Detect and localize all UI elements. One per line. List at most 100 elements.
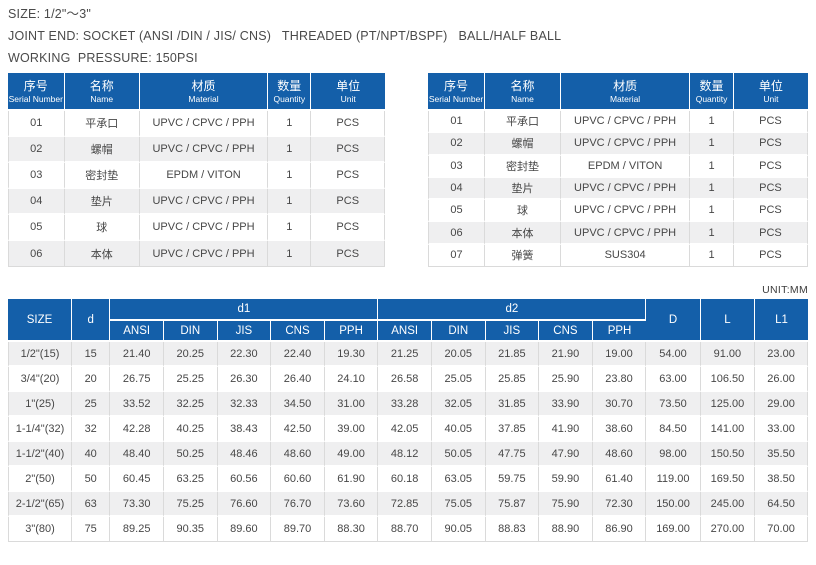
table-row: 04 垫片 UPVC / CPVC / PPH 1 PCS	[428, 177, 808, 201]
table-cell: PCS	[733, 200, 808, 223]
table-cell: 球	[485, 200, 561, 223]
table-cell: 32.05	[431, 392, 486, 417]
col-header-D: D	[646, 299, 701, 342]
table-row: 07 弹簧 SUS304 1 PCS	[428, 244, 808, 267]
table-cell: 59.90	[539, 467, 593, 492]
table-cell: 61.40	[592, 467, 647, 492]
table-row: 05 球 UPVC / CPVC / PPH 1 PCS	[428, 200, 808, 223]
table-cell: 垫片	[485, 177, 561, 201]
table-cell: 76.70	[271, 492, 325, 517]
table-row: 03 密封垫 EPDM / VITON 1 PCS	[8, 163, 385, 189]
col-header-unit: 单位 Unit	[311, 73, 385, 111]
col-header-d2-din: DIN	[431, 321, 486, 342]
table-cell: 25.25	[163, 367, 218, 392]
table-cell: PCS	[311, 215, 385, 241]
table-cell: 169.50	[700, 467, 756, 492]
table-cell: 88.90	[539, 517, 593, 542]
table-cell: 05	[428, 200, 485, 223]
table-cell: EPDM / VITON	[561, 155, 691, 178]
table-cell: 1	[268, 163, 312, 189]
spec-lines: SIZE: 1/2"～3" JOINT END: SOCKET (ANSI /D…	[8, 2, 808, 69]
table-row: 01 平承口 UPVC / CPVC / PPH 1 PCS	[8, 111, 385, 137]
table-cell: 34.50	[271, 392, 325, 417]
table-cell: 1	[690, 155, 734, 178]
table-cell: UPVC / CPVC / PPH	[561, 111, 691, 134]
table-cell: 19.00	[592, 342, 647, 367]
table-cell: 25.90	[539, 367, 593, 392]
table-cell: 63.00	[646, 367, 701, 392]
col-group-d2: d2	[378, 299, 647, 321]
table-cell: 3/4"(20)	[8, 367, 72, 392]
parts-table-right-header: 序号 Serial Number 名称 Name 材质 Material 数量 …	[428, 73, 808, 111]
col-header-L: L	[700, 299, 756, 342]
col-header-name: 名称 Name	[485, 73, 561, 111]
table-cell: 1/2"(15)	[8, 342, 72, 367]
table-cell: 41.90	[539, 417, 593, 442]
table-cell: 25.05	[431, 367, 486, 392]
table-cell: PCS	[311, 163, 385, 189]
table-row: 02 螺帽 UPVC / CPVC / PPH 1 PCS	[8, 137, 385, 163]
table-cell: PCS	[733, 244, 808, 267]
table-row: 04 垫片 UPVC / CPVC / PPH 1 PCS	[8, 189, 385, 215]
unit-note: UNIT:MM	[762, 284, 808, 296]
col-header-d1-ansi: ANSI	[110, 321, 164, 342]
table-cell: 本体	[485, 222, 561, 245]
table-cell: UPVC / CPVC / PPH	[139, 137, 269, 163]
table-cell: 31.00	[324, 392, 379, 417]
table-cell: 31.85	[485, 392, 540, 417]
table-row: 06 本体 UPVC / CPVC / PPH 1 PCS	[8, 241, 385, 267]
table-cell: 06	[8, 241, 65, 267]
table-cell: 20.25	[163, 342, 218, 367]
col-header-unit: 单位 Unit	[733, 73, 808, 111]
size-line: SIZE: 1/2"～3"	[8, 7, 92, 21]
table-cell: 73.30	[110, 492, 164, 517]
table-cell: 141.00	[700, 417, 756, 442]
table-cell: 40.05	[431, 417, 486, 442]
col-header-material: 材质 Material	[139, 73, 269, 111]
table-cell: 75.25	[163, 492, 218, 517]
joint-end-line: JOINT END: SOCKET (ANSI /DIN / JIS/ CNS)…	[8, 29, 562, 43]
table-cell: 60.56	[217, 467, 272, 492]
table-cell: 48.60	[592, 442, 647, 467]
table-cell: 64.50	[755, 492, 808, 517]
table-row: 05 球 UPVC / CPVC / PPH 1 PCS	[8, 215, 385, 241]
table-cell: 3"(80)	[8, 517, 72, 542]
table-cell: 平承口	[64, 111, 140, 137]
table-cell: 75.90	[539, 492, 593, 517]
table-cell: 1	[690, 244, 734, 267]
col-header-d1-din: DIN	[163, 321, 218, 342]
table-cell: 26.58	[378, 367, 432, 392]
table-cell: 1	[268, 241, 312, 267]
table-cell: 72.85	[378, 492, 432, 517]
table-cell: PCS	[311, 241, 385, 267]
table-cell: 1	[268, 111, 312, 137]
table-cell: 60.45	[110, 467, 164, 492]
table-cell: 螺帽	[64, 137, 140, 163]
table-cell: 15	[72, 342, 111, 367]
table-cell: 21.85	[485, 342, 540, 367]
table-cell: 50.25	[163, 442, 218, 467]
table-cell: 01	[428, 111, 485, 134]
table-cell: 54.00	[646, 342, 701, 367]
table-cell: 30.70	[592, 392, 647, 417]
table-cell: 37.85	[485, 417, 540, 442]
table-cell: 169.00	[646, 517, 701, 542]
table-cell: 89.70	[271, 517, 325, 542]
table-cell: 33.90	[539, 392, 593, 417]
parts-table-left: 序号 Serial Number 名称 Name 材质 Material 数量 …	[8, 73, 385, 267]
table-cell: 89.25	[110, 517, 164, 542]
table-cell: 48.40	[110, 442, 164, 467]
table-cell: 平承口	[485, 111, 561, 134]
table-cell: UPVC / CPVC / PPH	[139, 241, 269, 267]
dimension-table-body: 1/2"(15) 15 21.40 20.25 22.30 22.40 19.30 21.25…	[8, 342, 808, 542]
table-cell: 63	[72, 492, 111, 517]
table-cell: 86.90	[592, 517, 647, 542]
table-row: 2"(50) 50 60.45 63.25 60.56 60.60 61.90 60.18 63…	[8, 467, 808, 492]
table-cell: 26.30	[217, 367, 272, 392]
table-cell: EPDM / VITON	[139, 163, 269, 189]
table-cell: 2"(50)	[8, 467, 72, 492]
parts-table-right: 序号 Serial Number 名称 Name 材质 Material 数量 …	[428, 73, 808, 267]
table-cell: 26.40	[271, 367, 325, 392]
col-header-d1-jis: JIS	[217, 321, 272, 342]
table-cell: 75.87	[485, 492, 540, 517]
